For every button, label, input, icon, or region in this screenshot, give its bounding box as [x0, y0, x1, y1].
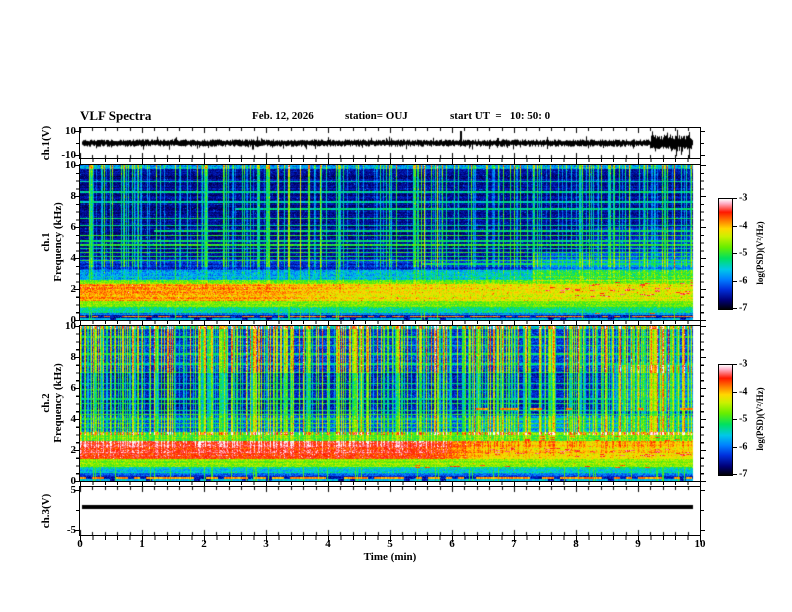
colorbar-tick-mark: [733, 447, 737, 448]
ch1-spectrogram-image: [80, 165, 700, 320]
ch1-spec-y-major-ticks-right: [701, 165, 706, 322]
ch1-frequency-label-line: Frequency (kHz): [52, 202, 64, 282]
x-tick-label: 3: [263, 538, 269, 550]
colorbar-tick-label: -3: [739, 192, 748, 204]
start-ut-text: start UT = 10: 50: 0: [450, 110, 551, 122]
colorbar-ch2: [718, 364, 733, 476]
y-tick-mark: [701, 510, 704, 511]
ch2-label-line: ch.2: [40, 393, 52, 413]
x-major-ticks-gap1: [80, 159, 701, 164]
y-tick-mark: [701, 490, 705, 491]
ch2-frequency-label-line: Frequency (kHz): [52, 363, 64, 443]
x-tick-label: 2: [201, 538, 207, 550]
ch2-frequency-axis-label: ch.2 Frequency (kHz): [40, 363, 64, 443]
colorbar-ch1: [718, 198, 733, 310]
ch2-spec-y-major-ticks-right: [701, 326, 706, 483]
station-text: station= OUJ: [345, 110, 408, 122]
ch1-frequency-axis-label: ch.1 Frequency (kHz): [40, 202, 64, 282]
colorbar-tick-label: -3: [739, 358, 748, 370]
colorbar-tick-mark: [733, 474, 737, 475]
x-major-ticks-bottom: [80, 536, 701, 542]
y-tick-label: 5: [70, 483, 77, 496]
x-tick-label: 7: [511, 538, 517, 550]
colorbar-tick-label: -5: [739, 413, 748, 425]
colorbar-tick-mark: [733, 281, 737, 282]
colorbar-tick-mark: [733, 198, 737, 199]
x-tick-label: 4: [325, 538, 331, 550]
colorbar-tick-mark: [733, 419, 737, 420]
colorbar-tick-label: -5: [739, 247, 748, 259]
colorbar-tick-label: -7: [739, 302, 748, 314]
y-tick-label: 0: [70, 474, 77, 487]
colorbar-ch2-label: log(PSD)(V²/Hz): [755, 387, 765, 451]
y-tick-label: 4: [70, 251, 77, 264]
x-tick-label: 10: [694, 538, 706, 550]
ch1-spectrogram-panel: [79, 164, 701, 321]
x-tick-label: 8: [573, 538, 579, 550]
y-tick-mark: [76, 510, 79, 511]
y-tick-mark: [75, 490, 79, 491]
colorbar-ch1-label: log(PSD)(V²/Hz): [755, 221, 765, 285]
y-tick-mark: [75, 155, 79, 156]
y-tick-label: 6: [70, 381, 77, 394]
ch1-waveform-panel: [79, 127, 701, 159]
y-tick-label: 10: [65, 124, 76, 137]
y-tick-label: 8: [70, 189, 77, 202]
x-tick-label: 9: [635, 538, 641, 550]
ch2-spec-y-major-ticks-left: [74, 326, 79, 483]
y-tick-label: 10: [65, 319, 76, 332]
colorbar-tick-label: -7: [739, 468, 748, 480]
y-tick-label: -5: [66, 523, 76, 536]
colorbar-tick-mark: [733, 308, 737, 309]
y-tick-label: 0: [70, 313, 77, 326]
y-tick-label: 8: [70, 350, 77, 363]
y-tick-mark: [75, 530, 79, 531]
y-tick-mark: [701, 131, 705, 132]
colorbar-tick-label: -4: [739, 386, 748, 398]
colorbar-tick-label: -6: [739, 441, 748, 453]
x-tick-label: 6: [449, 538, 455, 550]
y-tick-label: 2: [70, 282, 77, 295]
ch3-waveform-panel: [79, 486, 701, 536]
colorbar-tick-mark: [733, 392, 737, 393]
y-tick-mark: [701, 143, 704, 144]
y-tick-mark: [75, 131, 79, 132]
x-tick-label: 0: [77, 538, 83, 550]
x-tick-label: 1: [139, 538, 145, 550]
ch1-waveform-trace: [80, 128, 700, 158]
y-tick-label: -10: [61, 148, 76, 161]
date-text: Feb. 12, 2026: [252, 110, 314, 122]
y-tick-label: 10: [65, 158, 76, 171]
ch2-spectrogram-image: [80, 326, 700, 481]
x-major-ticks-gap2: [80, 321, 701, 325]
ch2-spectrogram-panel: [79, 325, 701, 482]
ch1-spec-y-major-ticks-left: [74, 165, 79, 322]
y-tick-label: 4: [70, 412, 77, 425]
x-tick-label: 5: [387, 538, 393, 550]
colorbar-tick-label: -4: [739, 220, 748, 232]
y-tick-mark: [76, 143, 79, 144]
y-tick-label: 2: [70, 443, 77, 456]
colorbar-tick-label: -6: [739, 275, 748, 287]
x-major-ticks-gap3: [80, 482, 701, 486]
colorbar-tick-mark: [733, 253, 737, 254]
plot-title: VLF Spectra: [80, 108, 152, 123]
colorbar-tick-mark: [733, 226, 737, 227]
x-axis-title: Time (min): [363, 551, 417, 563]
y-tick-mark: [701, 530, 705, 531]
ch3-waveform-trace: [80, 487, 700, 535]
y-tick-mark: [701, 155, 705, 156]
colorbar-tick-mark: [733, 364, 737, 365]
y-tick-label: 6: [70, 220, 77, 233]
ch1-label-line: ch.1: [40, 232, 52, 252]
